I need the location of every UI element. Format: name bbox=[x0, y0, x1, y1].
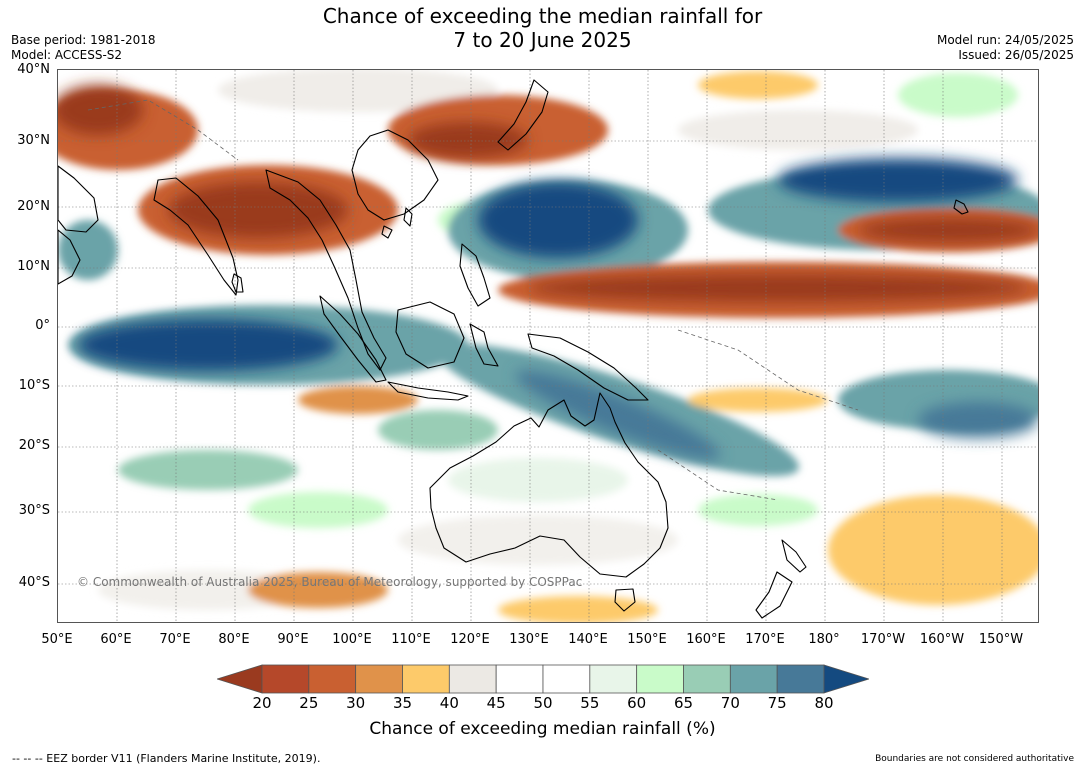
coastlines bbox=[58, 79, 969, 619]
colorbar-segment bbox=[355, 664, 403, 694]
copyright-text: © Commonwealth of Australia 2025, Bureau… bbox=[77, 575, 583, 589]
colorbar-tick-label: 50 bbox=[533, 694, 553, 712]
map-title: Chance of exceeding the median rainfall … bbox=[0, 4, 1085, 52]
colorbar-tick-label: 70 bbox=[720, 694, 740, 712]
lat-label: 40°S bbox=[18, 575, 50, 590]
coastline-arabia bbox=[58, 165, 99, 233]
issued-text: Issued: 26/05/2025 bbox=[958, 48, 1074, 62]
eez-borders bbox=[87, 99, 859, 501]
colorbar-tick-label: 60 bbox=[627, 694, 647, 712]
colorbar-tick-label: 55 bbox=[580, 694, 600, 712]
lon-label: 60°E bbox=[100, 632, 132, 647]
coastline-hainan bbox=[381, 225, 393, 239]
coastline-sumatra bbox=[319, 295, 387, 383]
lon-label: 110°E bbox=[391, 632, 431, 647]
coastline-sulawesi bbox=[469, 323, 499, 367]
colorbar-segment bbox=[402, 664, 450, 694]
lon-label: 80°E bbox=[218, 632, 250, 647]
colorbar-tick-label: 40 bbox=[439, 694, 459, 712]
colorbar-tick-label: 75 bbox=[767, 694, 787, 712]
colorbar-tick-label: 20 bbox=[252, 694, 272, 712]
lon-label: 100°E bbox=[332, 632, 372, 647]
coastline-hawaii bbox=[953, 199, 969, 215]
lon-label: 150°W bbox=[978, 632, 1024, 647]
colorbar-label: Chance of exceeding median rainfall (%) bbox=[369, 719, 716, 739]
coastline-japan bbox=[497, 79, 549, 151]
lon-label: 90°E bbox=[277, 632, 309, 647]
coastline-java bbox=[387, 381, 469, 401]
lon-label: 70°E bbox=[159, 632, 191, 647]
map-title-line2: 7 to 20 June 2025 bbox=[453, 28, 632, 52]
probability-field-core bbox=[58, 85, 1038, 460]
map-title-line1: Chance of exceeding the median rainfall … bbox=[322, 4, 763, 28]
colorbar-tick-label: 45 bbox=[486, 694, 506, 712]
model-run-text: Model run: 24/05/2025 bbox=[936, 33, 1074, 47]
lon-label: 120°E bbox=[450, 632, 490, 647]
coastline-se-asia bbox=[265, 169, 387, 371]
eez-legend-text: -- -- -- EEZ border V11 (Flanders Marine… bbox=[12, 752, 321, 765]
coastline-new-guinea bbox=[527, 333, 649, 401]
colorbar-tick-label: 65 bbox=[673, 694, 694, 712]
colorbar-segment bbox=[776, 664, 825, 694]
lon-label: 170°E bbox=[745, 632, 785, 647]
lon-label: 180° bbox=[808, 632, 840, 647]
lat-label: 20°S bbox=[18, 438, 50, 453]
base-period-text: Base period: 1981-2018 bbox=[11, 33, 156, 47]
lat-label: 10°S bbox=[18, 378, 50, 393]
lat-label: 30°N bbox=[17, 133, 50, 148]
colorbar-segment bbox=[823, 664, 869, 694]
colorbar-tick-label: 30 bbox=[346, 694, 366, 712]
lon-label: 160°W bbox=[919, 632, 965, 647]
colorbar-tick-label: 25 bbox=[299, 694, 319, 712]
coastline-philippines bbox=[459, 243, 491, 307]
colorbar-segment bbox=[729, 664, 778, 694]
colorbar-segment bbox=[542, 664, 591, 694]
colorbar-segment bbox=[217, 664, 263, 694]
coastline-australia bbox=[429, 392, 669, 578]
lon-label: 130°E bbox=[509, 632, 549, 647]
meta-right: Model run: 24/05/2025 Issued: 26/05/2025 bbox=[937, 33, 1074, 63]
lon-label: 50°E bbox=[41, 632, 73, 647]
colorbar bbox=[217, 664, 869, 694]
disclaimer-text: Boundaries are not considered authoritat… bbox=[875, 754, 1074, 764]
meta-left: Base period: 1981-2018 Model: ACCESS-S2 bbox=[11, 33, 156, 63]
coastline-tasmania bbox=[614, 588, 636, 612]
lat-label: 30°S bbox=[18, 503, 50, 518]
lon-label: 160°E bbox=[686, 632, 726, 647]
colorbar-segment bbox=[308, 664, 357, 694]
rainfall-map bbox=[57, 69, 1039, 623]
coastline-new-zealand bbox=[755, 539, 807, 619]
graticule bbox=[58, 70, 1038, 622]
lat-label: 0° bbox=[35, 318, 50, 333]
lat-label: 40°N bbox=[17, 62, 50, 77]
colorbar-tick-label: 35 bbox=[392, 694, 413, 712]
colorbar-segment bbox=[261, 664, 310, 694]
colorbar-segment bbox=[636, 664, 684, 694]
coastline-africa bbox=[58, 229, 81, 285]
lon-label: 150°E bbox=[627, 632, 667, 647]
colorbar-segment bbox=[683, 664, 731, 694]
lon-label: 140°E bbox=[568, 632, 608, 647]
colorbar-tick-label: 80 bbox=[814, 694, 834, 712]
colorbar-segment bbox=[448, 664, 497, 694]
coastline-borneo bbox=[395, 301, 465, 369]
colorbar-segment bbox=[589, 664, 638, 694]
lat-label: 20°N bbox=[17, 199, 50, 214]
colorbar-segment bbox=[495, 664, 544, 694]
coastline-china bbox=[351, 129, 439, 221]
lon-label: 170°W bbox=[860, 632, 906, 647]
rainfall-map-svg bbox=[58, 70, 1038, 622]
model-text: Model: ACCESS-S2 bbox=[11, 48, 123, 62]
lat-label: 10°N bbox=[17, 259, 50, 274]
coastline-taiwan bbox=[403, 207, 413, 227]
coastline-sri-lanka bbox=[231, 273, 244, 293]
coastline-india bbox=[153, 177, 239, 296]
